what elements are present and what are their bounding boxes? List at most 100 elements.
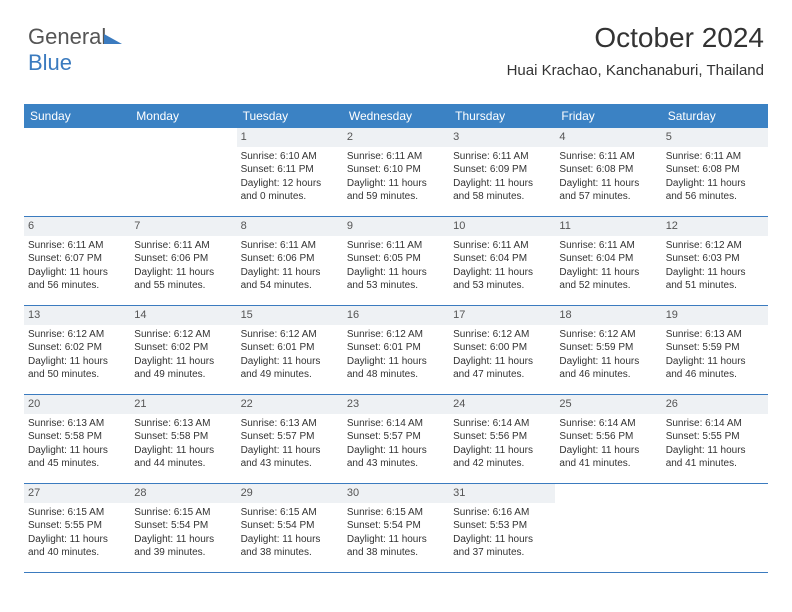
daylight-text: Daylight: 11 hours and 47 minutes. (453, 355, 551, 382)
sunrise-text: Sunrise: 6:14 AM (559, 417, 657, 431)
calendar-day: 1Sunrise: 6:10 AMSunset: 6:11 PMDaylight… (237, 128, 343, 216)
day-number: 23 (343, 395, 449, 414)
sunrise-text: Sunrise: 6:14 AM (347, 417, 445, 431)
calendar-header-row: SundayMondayTuesdayWednesdayThursdayFrid… (24, 104, 768, 128)
day-number: 11 (555, 217, 661, 236)
day-number: 17 (449, 306, 555, 325)
logo-triangle-icon (104, 34, 122, 44)
calendar-day: 30Sunrise: 6:15 AMSunset: 5:54 PMDayligh… (343, 484, 449, 572)
calendar-day: 10Sunrise: 6:11 AMSunset: 6:04 PMDayligh… (449, 217, 555, 305)
sunset-text: Sunset: 6:04 PM (453, 252, 551, 266)
day-header: Thursday (449, 104, 555, 128)
location-subtitle: Huai Krachao, Kanchanaburi, Thailand (507, 62, 764, 79)
day-number: 15 (237, 306, 343, 325)
calendar-week: 27Sunrise: 6:15 AMSunset: 5:55 PMDayligh… (24, 484, 768, 573)
sunrise-text: Sunrise: 6:13 AM (28, 417, 126, 431)
sunset-text: Sunset: 5:54 PM (134, 519, 232, 533)
daylight-text: Daylight: 11 hours and 49 minutes. (134, 355, 232, 382)
sunset-text: Sunset: 5:55 PM (666, 430, 764, 444)
sunset-text: Sunset: 6:06 PM (241, 252, 339, 266)
sunrise-text: Sunrise: 6:12 AM (28, 328, 126, 342)
daylight-text: Daylight: 11 hours and 54 minutes. (241, 266, 339, 293)
calendar-week: 13Sunrise: 6:12 AMSunset: 6:02 PMDayligh… (24, 306, 768, 395)
sunrise-text: Sunrise: 6:10 AM (241, 150, 339, 164)
sunrise-text: Sunrise: 6:13 AM (666, 328, 764, 342)
sunset-text: Sunset: 5:58 PM (28, 430, 126, 444)
sunrise-text: Sunrise: 6:12 AM (666, 239, 764, 253)
daylight-text: Daylight: 11 hours and 41 minutes. (666, 444, 764, 471)
day-number: 21 (130, 395, 236, 414)
sunrise-text: Sunrise: 6:11 AM (453, 150, 551, 164)
daylight-text: Daylight: 11 hours and 37 minutes. (453, 533, 551, 560)
calendar-day: 5Sunrise: 6:11 AMSunset: 6:08 PMDaylight… (662, 128, 768, 216)
day-number: 8 (237, 217, 343, 236)
sunset-text: Sunset: 6:01 PM (241, 341, 339, 355)
daylight-text: Daylight: 11 hours and 46 minutes. (559, 355, 657, 382)
calendar-day: 13 Sunrise: 6:12 AMSunset: 6:02 PMDayligh… (24, 306, 130, 394)
sunset-text: Sunset: 6:05 PM (347, 252, 445, 266)
sunset-text: Sunset: 5:57 PM (241, 430, 339, 444)
calendar-day: 24Sunrise: 6:14 AMSunset: 5:56 PMDayligh… (449, 395, 555, 483)
daylight-text: Daylight: 11 hours and 43 minutes. (241, 444, 339, 471)
calendar-day: 12Sunrise: 6:12 AMSunset: 6:03 PMDayligh… (662, 217, 768, 305)
day-number: 14 (130, 306, 236, 325)
day-number: 19 (662, 306, 768, 325)
daylight-text: Daylight: 11 hours and 38 minutes. (347, 533, 445, 560)
day-number: 18 (555, 306, 661, 325)
calendar-week: 20Sunrise: 6:13 AMSunset: 5:58 PMDayligh… (24, 395, 768, 484)
daylight-text: Daylight: 11 hours and 51 minutes. (666, 266, 764, 293)
calendar-day (662, 484, 768, 572)
calendar-day: 15Sunrise: 6:12 AMSunset: 6:01 PMDayligh… (237, 306, 343, 394)
day-header: Sunday (24, 104, 130, 128)
day-header: Wednesday (343, 104, 449, 128)
sunrise-text: Sunrise: 6:12 AM (347, 328, 445, 342)
logo-text-b: Blue (28, 50, 72, 75)
calendar-day: 8Sunrise: 6:11 AMSunset: 6:06 PMDaylight… (237, 217, 343, 305)
day-header: Friday (555, 104, 661, 128)
daylight-text: Daylight: 11 hours and 40 minutes. (28, 533, 126, 560)
daylight-text: Daylight: 11 hours and 45 minutes. (28, 444, 126, 471)
sunrise-text: Sunrise: 6:11 AM (347, 150, 445, 164)
calendar-day: 31Sunrise: 6:16 AMSunset: 5:53 PMDayligh… (449, 484, 555, 572)
day-number: 27 (24, 484, 130, 503)
day-number: 5 (662, 128, 768, 147)
calendar-day: 11Sunrise: 6:11 AMSunset: 6:04 PMDayligh… (555, 217, 661, 305)
day-number: 13 (24, 306, 130, 325)
day-header: Saturday (662, 104, 768, 128)
calendar-week: 6Sunrise: 6:11 AMSunset: 6:07 PMDaylight… (24, 217, 768, 306)
calendar-day: 26Sunrise: 6:14 AMSunset: 5:55 PMDayligh… (662, 395, 768, 483)
sunset-text: Sunset: 5:58 PM (134, 430, 232, 444)
sunset-text: Sunset: 6:00 PM (453, 341, 551, 355)
sunset-text: Sunset: 6:11 PM (241, 163, 339, 177)
daylight-text: Daylight: 11 hours and 48 minutes. (347, 355, 445, 382)
page-title: October 2024 (594, 22, 764, 54)
sunset-text: Sunset: 5:54 PM (347, 519, 445, 533)
calendar-day: 7Sunrise: 6:11 AMSunset: 6:06 PMDaylight… (130, 217, 236, 305)
day-number: 24 (449, 395, 555, 414)
sunrise-text: Sunrise: 6:13 AM (134, 417, 232, 431)
sunrise-text: Sunrise: 6:13 AM (241, 417, 339, 431)
calendar-day: 25Sunrise: 6:14 AMSunset: 5:56 PMDayligh… (555, 395, 661, 483)
calendar-day: 14Sunrise: 6:12 AMSunset: 6:02 PMDayligh… (130, 306, 236, 394)
sunrise-text: Sunrise: 6:11 AM (559, 150, 657, 164)
calendar-day: 20Sunrise: 6:13 AMSunset: 5:58 PMDayligh… (24, 395, 130, 483)
day-number: 2 (343, 128, 449, 147)
sunset-text: Sunset: 5:54 PM (241, 519, 339, 533)
daylight-text: Daylight: 11 hours and 41 minutes. (559, 444, 657, 471)
daylight-text: Daylight: 11 hours and 58 minutes. (453, 177, 551, 204)
daylight-text: Daylight: 11 hours and 43 minutes. (347, 444, 445, 471)
calendar-day (24, 128, 130, 216)
daylight-text: Daylight: 11 hours and 49 minutes. (241, 355, 339, 382)
sunrise-text: Sunrise: 6:11 AM (453, 239, 551, 253)
daylight-text: Daylight: 11 hours and 50 minutes. (28, 355, 126, 382)
sunset-text: Sunset: 6:07 PM (28, 252, 126, 266)
sunrise-text: Sunrise: 6:16 AM (453, 506, 551, 520)
sunset-text: Sunset: 6:09 PM (453, 163, 551, 177)
calendar-day (130, 128, 236, 216)
day-number: 30 (343, 484, 449, 503)
sunrise-text: Sunrise: 6:15 AM (241, 506, 339, 520)
day-number: 12 (662, 217, 768, 236)
sunset-text: Sunset: 5:53 PM (453, 519, 551, 533)
sunset-text: Sunset: 6:02 PM (28, 341, 126, 355)
sunset-text: Sunset: 5:59 PM (559, 341, 657, 355)
